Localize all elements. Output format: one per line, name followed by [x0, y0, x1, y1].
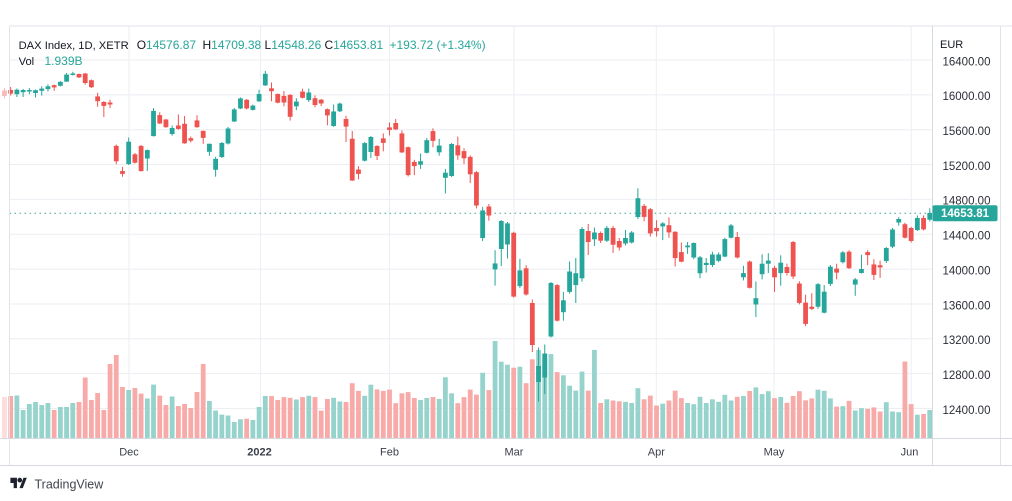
svg-text:Feb: Feb — [380, 446, 399, 458]
svg-text:14653.81: 14653.81 — [941, 208, 990, 220]
svg-text:Vol: Vol — [19, 56, 35, 68]
svg-text:TradingView: TradingView — [35, 478, 105, 492]
svg-text:16400.00: 16400.00 — [943, 56, 991, 68]
svg-text:15600.00: 15600.00 — [943, 126, 991, 138]
svg-text:2022: 2022 — [247, 446, 271, 458]
svg-text:EUR: EUR — [940, 39, 963, 51]
svg-text:DAX Index, 1D, XETR: DAX Index, 1D, XETR — [19, 40, 129, 52]
svg-text:13600.00: 13600.00 — [943, 300, 991, 312]
svg-text:16000.00: 16000.00 — [943, 91, 991, 103]
svg-text:L14548.26: L14548.26 — [265, 38, 322, 52]
svg-text:Mar: Mar — [505, 446, 524, 458]
svg-text:13200.00: 13200.00 — [943, 335, 991, 347]
svg-text:12400.00: 12400.00 — [943, 405, 991, 417]
svg-text:Apr: Apr — [648, 446, 665, 458]
svg-text:O14576.87: O14576.87 — [137, 38, 197, 52]
svg-text:C14653.81: C14653.81 — [325, 38, 384, 52]
svg-text:15200.00: 15200.00 — [943, 161, 991, 173]
svg-text:14800.00: 14800.00 — [943, 196, 991, 208]
svg-text:H14709.38: H14709.38 — [203, 38, 262, 52]
svg-text:1.939B: 1.939B — [45, 54, 83, 68]
svg-text:Jun: Jun — [901, 446, 919, 458]
svg-text:+193.72 (+1.34%): +193.72 (+1.34%) — [390, 38, 486, 52]
svg-text:12800.00: 12800.00 — [943, 370, 991, 382]
svg-text:14000.00: 14000.00 — [943, 265, 991, 277]
svg-text:14400.00: 14400.00 — [943, 231, 991, 243]
svg-text:Dec: Dec — [119, 446, 139, 458]
svg-text:May: May — [764, 446, 785, 458]
